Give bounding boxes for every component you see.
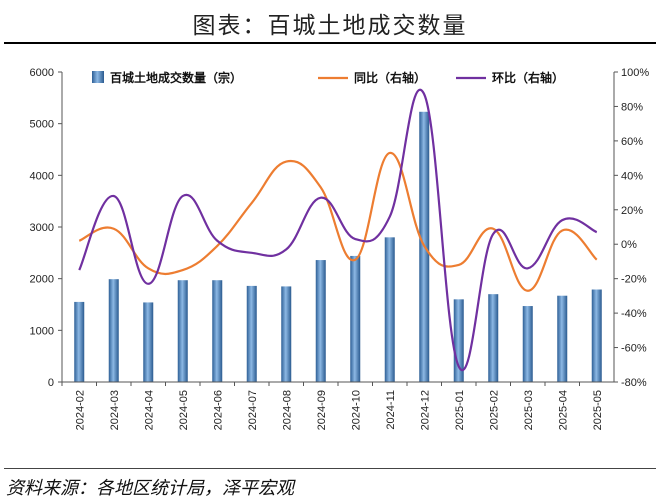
- right-tick-label: 80%: [621, 101, 643, 113]
- bar: [522, 306, 533, 382]
- x-tick-label: 2024-11: [385, 390, 397, 430]
- right-tick-label: 100%: [621, 67, 649, 79]
- x-tick-label: 2024-12: [419, 390, 431, 430]
- left-tick-label: 1000: [30, 325, 54, 337]
- right-tick-label: -60%: [621, 343, 647, 355]
- x-tick-label: 2024-06: [212, 390, 224, 430]
- bar: [384, 237, 395, 382]
- right-tick-label: -20%: [621, 274, 647, 286]
- bar: [350, 255, 361, 382]
- x-tick-label: 2024-10: [350, 390, 362, 430]
- left-tick-label: 2000: [30, 274, 54, 286]
- right-tick-label: 60%: [621, 136, 643, 148]
- right-tick-label: 20%: [621, 205, 643, 217]
- bar: [246, 285, 257, 382]
- x-tick-label: 2025-03: [523, 390, 535, 430]
- bar-series: [74, 111, 602, 383]
- x-tick-label: 2024-02: [74, 390, 86, 430]
- title-rule: [4, 42, 656, 44]
- right-tick-label: 40%: [621, 170, 643, 182]
- chart: 0 1000 2000 3000 4000 5000 6000 -80% -60% -40% -20…: [30, 67, 650, 430]
- left-tick-label: 4000: [30, 170, 54, 182]
- x-tick-label: 2025-05: [592, 390, 604, 430]
- page-title: 图表：百城土地成交数量: [192, 13, 468, 39]
- bar: [108, 279, 119, 382]
- left-tick-label: 3000: [30, 222, 54, 234]
- left-tick-label: 6000: [30, 67, 54, 79]
- x-tick-label: 2024-03: [109, 390, 121, 430]
- right-tick-label: 0%: [621, 239, 637, 251]
- legend-label: 同比（右轴）: [354, 70, 426, 85]
- legend-label: 百城土地成交数量（宗）: [110, 70, 242, 85]
- x-tick-label: 2024-04: [143, 390, 155, 430]
- bar: [143, 302, 154, 382]
- footer-rule: [4, 468, 656, 469]
- right-tick-label: -80%: [621, 377, 647, 389]
- bar: [591, 289, 602, 382]
- legend: 百城土地成交数量（宗） 同比（右轴） 环比（右轴）: [92, 70, 564, 85]
- bar: [74, 301, 85, 382]
- legend-swatch-bar: [92, 71, 104, 83]
- x-tick-label: 2024-07: [247, 390, 259, 430]
- left-tick-label: 5000: [30, 119, 54, 131]
- x-tick-label: 2025-01: [454, 390, 466, 430]
- right-tick-label: -40%: [621, 308, 647, 320]
- bar: [281, 286, 292, 382]
- left-tick-label: 0: [48, 377, 54, 389]
- x-tick-label: 2025-02: [488, 390, 500, 430]
- source-note: 资料来源：各地区统计局，泽平宏观: [6, 478, 294, 499]
- bar: [315, 260, 326, 382]
- x-tick-label: 2024-05: [178, 390, 190, 430]
- yoy-line: [78, 151, 598, 292]
- x-tick-label: 2024-09: [316, 390, 328, 430]
- mom-line: [78, 89, 598, 372]
- x-tick-label: 2025-04: [557, 390, 569, 430]
- bar: [557, 295, 568, 382]
- bar: [212, 280, 223, 382]
- x-tick-label: 2024-08: [281, 390, 293, 430]
- bar: [177, 280, 188, 382]
- legend-label: 环比（右轴）: [492, 70, 564, 85]
- bar: [488, 294, 499, 382]
- bar: [453, 299, 464, 382]
